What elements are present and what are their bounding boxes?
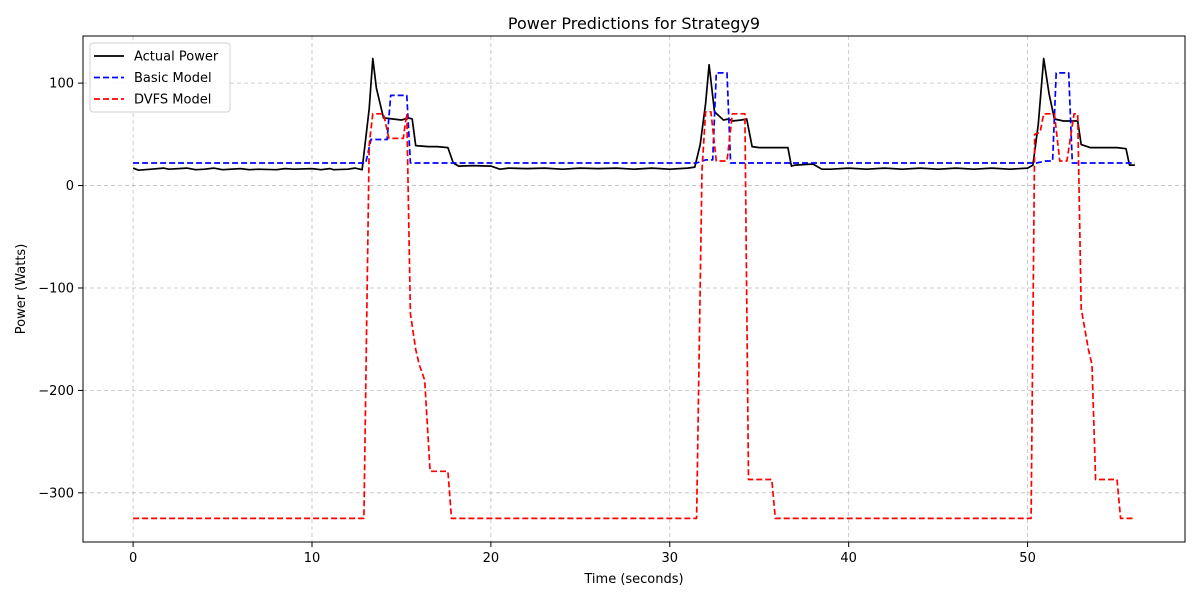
series-line-basic-model <box>133 72 1135 164</box>
series-line-dvfs-model <box>133 110 1135 520</box>
legend-label: Actual Power <box>134 50 219 65</box>
x-tick-label: 20 <box>483 551 500 566</box>
series-lines <box>132 57 1135 520</box>
y-tick-label: 0 <box>66 179 74 194</box>
x-tick-label: 10 <box>304 551 321 566</box>
x-axis-ticks: 0 10 20 30 40 50 <box>129 542 1036 566</box>
legend-box <box>89 42 231 113</box>
series-line-actual-power <box>132 57 1135 172</box>
y-axis-ticks: −300 −200 −100 0 100 <box>38 77 83 501</box>
x-tick-label: 30 <box>662 551 679 566</box>
y-axis-label: Power (Watts) <box>14 244 29 335</box>
legend-label: Basic Model <box>134 71 212 86</box>
x-axis-label: Time (seconds) <box>583 572 683 587</box>
legend: Actual Power Basic Model DVFS Model <box>89 42 231 113</box>
legend-label: DVFS Model <box>134 93 211 108</box>
y-tick-label: 100 <box>49 77 74 92</box>
y-tick-label: −300 <box>38 486 74 501</box>
grid-lines <box>83 36 1185 542</box>
x-tick-label: 50 <box>1019 551 1036 566</box>
chart-title: Power Predictions for Strategy9 <box>508 14 760 33</box>
y-tick-label: −100 <box>38 281 74 296</box>
x-tick-label: 0 <box>129 551 137 566</box>
y-tick-label: −200 <box>38 384 74 399</box>
plot-area-frame <box>82 35 1186 543</box>
x-tick-label: 40 <box>840 551 857 566</box>
